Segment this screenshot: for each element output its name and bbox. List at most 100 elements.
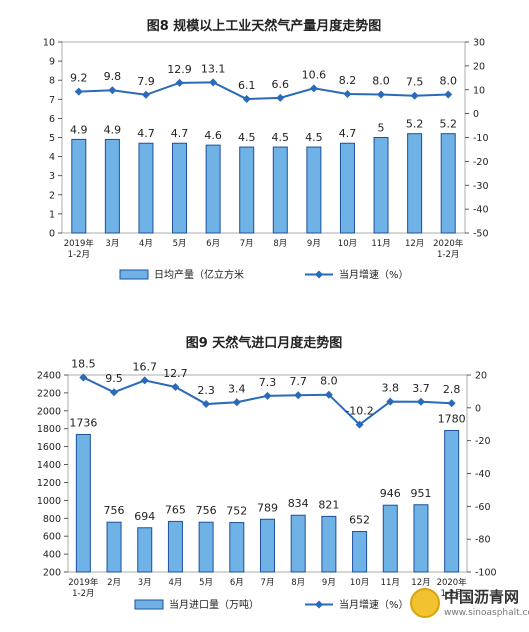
chart2-bar-label: 834 [288, 497, 309, 510]
chart2-growth-label: 3.8 [382, 382, 400, 395]
chart2-category-label: 8月 [291, 578, 305, 588]
chart1-bar-label: 4.9 [104, 123, 122, 136]
chart1-growth-marker [74, 87, 83, 96]
chart2-bar-label: 756 [196, 504, 217, 517]
chart1-growth-marker [141, 90, 150, 99]
chart2-right-tick-label: 0 [475, 403, 481, 414]
chart1-growth-label: 7.9 [137, 75, 155, 88]
chart1-bar [339, 142, 355, 234]
chart2-category-label: 4月 [168, 578, 182, 588]
watermark: 中国沥青网 www.sinoasphalt.com [410, 584, 529, 624]
chart2-category-label: 1-2月 [72, 589, 94, 599]
chart2-right-tick-label: -80 [475, 535, 491, 546]
chart2-category-label: 1-2月 [440, 589, 462, 599]
chart2-growth-label: 2.8 [443, 383, 461, 396]
chart1-bar [272, 146, 288, 234]
chart1-right-tick-label: 0 [473, 109, 479, 120]
chart2-bar-label: 946 [380, 487, 401, 500]
chart2-growth-marker [263, 391, 272, 400]
chart1-bar-label: 4.7 [137, 127, 155, 140]
chart2-bar [75, 433, 91, 573]
chart1-growth-label: 8.0 [372, 75, 390, 88]
chart1-right-tick-label: 30 [473, 38, 485, 49]
chart2-bar [137, 527, 153, 573]
chart2-left-tick-label: 800 [43, 514, 61, 525]
chart2-bar-label: 694 [134, 510, 155, 523]
chart2-growth-marker [171, 382, 180, 391]
chart1-bar [373, 137, 389, 234]
chart2-left-tick-label: 200 [43, 568, 61, 579]
chart1-growth-marker [410, 91, 419, 100]
chart2-bar-label: 752 [226, 505, 247, 518]
chart1-growth-marker [108, 86, 117, 95]
chart2-right-tick-label: -40 [475, 469, 491, 480]
chart2-bar [229, 522, 245, 573]
chart2-growth-label: 16.7 [132, 360, 157, 373]
chart1-bar-label: 4.9 [70, 123, 88, 136]
chart2-left-tick-label: 1400 [37, 460, 61, 471]
chart2-bar-label: 821 [318, 498, 339, 511]
chart1-growth-label: 7.5 [406, 76, 424, 89]
chart1-category-label: 9月 [307, 239, 321, 249]
chart1-category-label: 12月 [405, 239, 424, 249]
chart2-left-tick-label: 1600 [37, 442, 61, 453]
chart2-growth-label: 7.3 [259, 376, 277, 389]
chart2-right-tick-label: -60 [475, 502, 491, 513]
chart2-bar-label: 789 [257, 501, 278, 514]
chart2-growth-marker [386, 397, 395, 406]
chart1-left-tick-label: 4 [49, 152, 55, 163]
chart2-left-tick-label: 1800 [37, 424, 61, 435]
chart1-bar-label: 4.5 [305, 131, 323, 144]
chart2-bar-label: 765 [165, 503, 186, 516]
chart1-category-label: 6月 [206, 239, 220, 249]
chart2-bar [352, 531, 368, 573]
chart1-legend-line-label: 当月增速（%） [339, 268, 409, 281]
chart1-bar [239, 146, 255, 234]
chart1-bar-label: 4.6 [204, 129, 222, 142]
chart1-left-tick-label: 10 [43, 38, 55, 49]
chart2-growth-marker [355, 420, 364, 429]
chart1-category-label: 7月 [240, 239, 254, 249]
chart1-bar-label: 4.5 [272, 131, 290, 144]
chart2-growth-marker [324, 390, 333, 399]
chart2-category-label: 2020年 [437, 577, 468, 588]
chart2-bar-label: 951 [410, 487, 431, 500]
chart2-growth-marker [110, 388, 119, 397]
chart2-bar [290, 514, 306, 573]
chart1-plot-frame [61, 41, 466, 234]
chart2-growth-marker [202, 400, 211, 409]
chart1-growth-marker [242, 95, 251, 104]
chart1-bar [306, 146, 322, 234]
chart1-growth-label: 13.1 [201, 62, 226, 75]
chart1-bar [138, 142, 154, 234]
chart2-right-tick-label: 20 [475, 371, 487, 382]
chart2-category-label: 9月 [322, 578, 336, 588]
chart2-growth-marker [416, 397, 425, 406]
chart2-growth-marker [140, 376, 149, 385]
chart1-left-tick-label: 5 [49, 133, 55, 144]
chart2-growth-marker [79, 373, 88, 382]
chart2-category-label: 5月 [199, 578, 213, 588]
chart2-right-tick-label: -20 [475, 436, 491, 447]
watermark-sub: www.sinoasphalt.com [444, 608, 529, 618]
chart2-left-tick-label: 2200 [37, 388, 61, 399]
chart2-left-tick-label: 400 [43, 550, 61, 561]
chart1-bar-label: 4.7 [339, 127, 357, 140]
chart1-growth-label: 8.2 [339, 74, 357, 87]
chart1-bar-label: 4.5 [238, 131, 256, 144]
chart1-left-tick-label: 2 [49, 190, 55, 201]
logo-icon [410, 588, 440, 618]
chart1-category-label: 4月 [139, 239, 153, 249]
chart1-category-label: 5月 [173, 239, 187, 249]
chart2-category-label: 6月 [230, 578, 244, 588]
chart1-growth-marker [175, 78, 184, 87]
chart1-growth-marker [444, 90, 453, 99]
chart1-right-tick-label: -20 [473, 157, 489, 168]
chart1-bar-label: 5 [378, 122, 385, 135]
chart2-bar [167, 520, 183, 573]
chart2-growth-marker [232, 398, 241, 407]
chart1-growth-label: 6.1 [238, 79, 256, 92]
chart1-right-tick-label: -50 [473, 229, 489, 240]
chart1-left-tick-label: 0 [49, 229, 55, 240]
chart2-legend-bar-label: 当月进口量（万吨） [169, 598, 259, 611]
